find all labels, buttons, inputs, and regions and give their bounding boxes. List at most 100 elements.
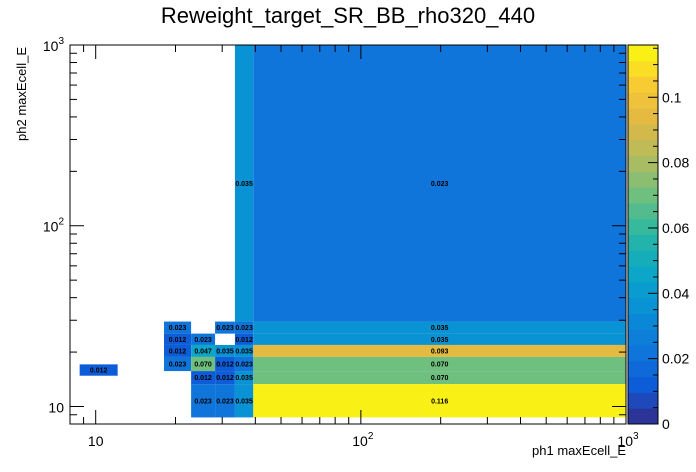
cell-value-label: 0.035 [216, 348, 234, 355]
heatmap-cell [234, 321, 254, 334]
cell-value-label: 0.035 [235, 375, 253, 382]
chart-title: Reweight_target_SR_BB_rho320_440 [161, 3, 535, 28]
colorbar-band [628, 171, 658, 188]
x-axis-ticks: 10 102 103 [69, 45, 639, 449]
cell-value-label: 0.070 [431, 362, 449, 369]
cell-value-label: 0.012 [235, 337, 253, 344]
heatmap-cell [234, 356, 254, 372]
heatmap-cell [234, 333, 254, 345]
heatmap-cell [234, 344, 254, 357]
cell-value-label: 0.023 [216, 398, 234, 405]
heatmap-cell [191, 356, 216, 372]
heatmap-cell [191, 333, 216, 345]
heatmap-cells [79, 45, 626, 418]
cell-value-label: 0.012 [169, 348, 187, 355]
cell-value-label: 0.035 [235, 181, 253, 188]
colorbar-band [628, 376, 658, 393]
cell-value-label: 0.035 [431, 337, 449, 344]
colorbar-tick-label: 0.06 [662, 220, 689, 236]
colorbar-tick-label: 0 [662, 416, 670, 432]
cell-value-label: 0.035 [431, 325, 449, 332]
x-tick-label: 102 [352, 431, 374, 449]
cell-value-label: 0.116 [431, 398, 448, 405]
heatmap-cell [215, 321, 235, 334]
cell-value-label: 0.035 [235, 398, 253, 405]
y-tick-label: 103 [43, 36, 65, 54]
heatmap-cell [215, 384, 235, 418]
colorbar-band [628, 250, 658, 267]
colorbar-band [628, 202, 658, 220]
heatmap-cell [253, 45, 626, 322]
colorbar-tick-label: 0.08 [662, 155, 689, 171]
x-axis-label: ph1 maxEcell_E [532, 443, 626, 458]
heatmap-cell [234, 45, 254, 322]
heatmap-cell [164, 321, 192, 334]
colorbar-band [628, 281, 658, 299]
x-tick-label: 10 [88, 433, 104, 449]
heatmap-cell [234, 371, 254, 385]
y-axis-ticks: 10 102 103 [43, 36, 626, 425]
cell-value-label: 0.012 [90, 368, 108, 375]
colorbar-tick-label: 0.02 [662, 351, 689, 367]
cell-value-label: 0.023 [194, 398, 212, 405]
colorbar-band [628, 187, 658, 204]
cell-value-label: 0.023 [235, 362, 253, 369]
cell-value-label: 0.012 [216, 375, 234, 382]
colorbar-band [628, 139, 658, 157]
colorbar-band [628, 45, 658, 62]
cell-value-label: 0.047 [194, 348, 212, 355]
heatmap-cell [191, 384, 216, 418]
colorbar-band [628, 92, 658, 109]
cell-value-label: 0.012 [194, 375, 212, 382]
colorbar-band [628, 218, 658, 235]
y-tick-label: 10 [48, 399, 64, 415]
colorbar-band [628, 329, 658, 346]
cell-value-label: 0.093 [431, 348, 449, 355]
colorbar-tick-label: 0.1 [662, 89, 682, 105]
colorbar-band [628, 345, 658, 362]
colorbar-band [628, 408, 658, 425]
heatmap-cell [253, 371, 626, 385]
heatmap-cell [253, 321, 626, 334]
cell-value-label: 0.023 [194, 337, 212, 344]
cell-value-label: 0.035 [235, 348, 253, 355]
colorbar-band [628, 266, 658, 283]
cell-value-label: 0.023 [216, 325, 234, 332]
heatmap-cell [79, 364, 118, 376]
colorbar-band [628, 360, 658, 378]
cell-value-label: 0.023 [169, 325, 187, 332]
heatmap-cell [215, 371, 235, 385]
colorbar-frame [627, 44, 659, 425]
x-tick-label: 103 [617, 431, 639, 449]
heatmap-cell [253, 384, 626, 418]
heatmap-cell [215, 356, 235, 372]
cell-value-label: 0.012 [169, 337, 187, 344]
heatmap-cell [253, 344, 626, 357]
heatmap-cell [253, 333, 626, 345]
heatmap-cell [164, 333, 192, 345]
y-tick-label: 102 [43, 217, 65, 235]
cell-value-label: 0.070 [194, 362, 212, 369]
colorbar-band [628, 155, 658, 172]
colorbar-band [628, 392, 658, 409]
heatmap-cell [215, 344, 235, 357]
cell-value-label: 0.023 [235, 325, 253, 332]
cell-value-label: 0.012 [216, 362, 234, 369]
cell-value-label: 0.070 [431, 375, 449, 382]
cell-value-label: 0.023 [431, 181, 449, 188]
colorbar-band [628, 60, 658, 78]
heatmap-cell [253, 356, 626, 372]
heatmap-cell [191, 371, 216, 385]
colorbar-band [628, 313, 658, 330]
color-scale-bar: 0 0.02 0.04 0.06 0.08 0.1 [627, 44, 689, 432]
heatmap-cell [234, 384, 254, 418]
colorbar-band [628, 108, 658, 125]
colorbar-band [628, 76, 658, 93]
colorbar-tick-label: 0.04 [662, 285, 689, 301]
colorbar-band [628, 297, 658, 314]
heatmap-cell [191, 344, 216, 357]
colorbar-band [628, 123, 658, 141]
y-axis-label: ph2 maxEcell_E [14, 47, 29, 141]
